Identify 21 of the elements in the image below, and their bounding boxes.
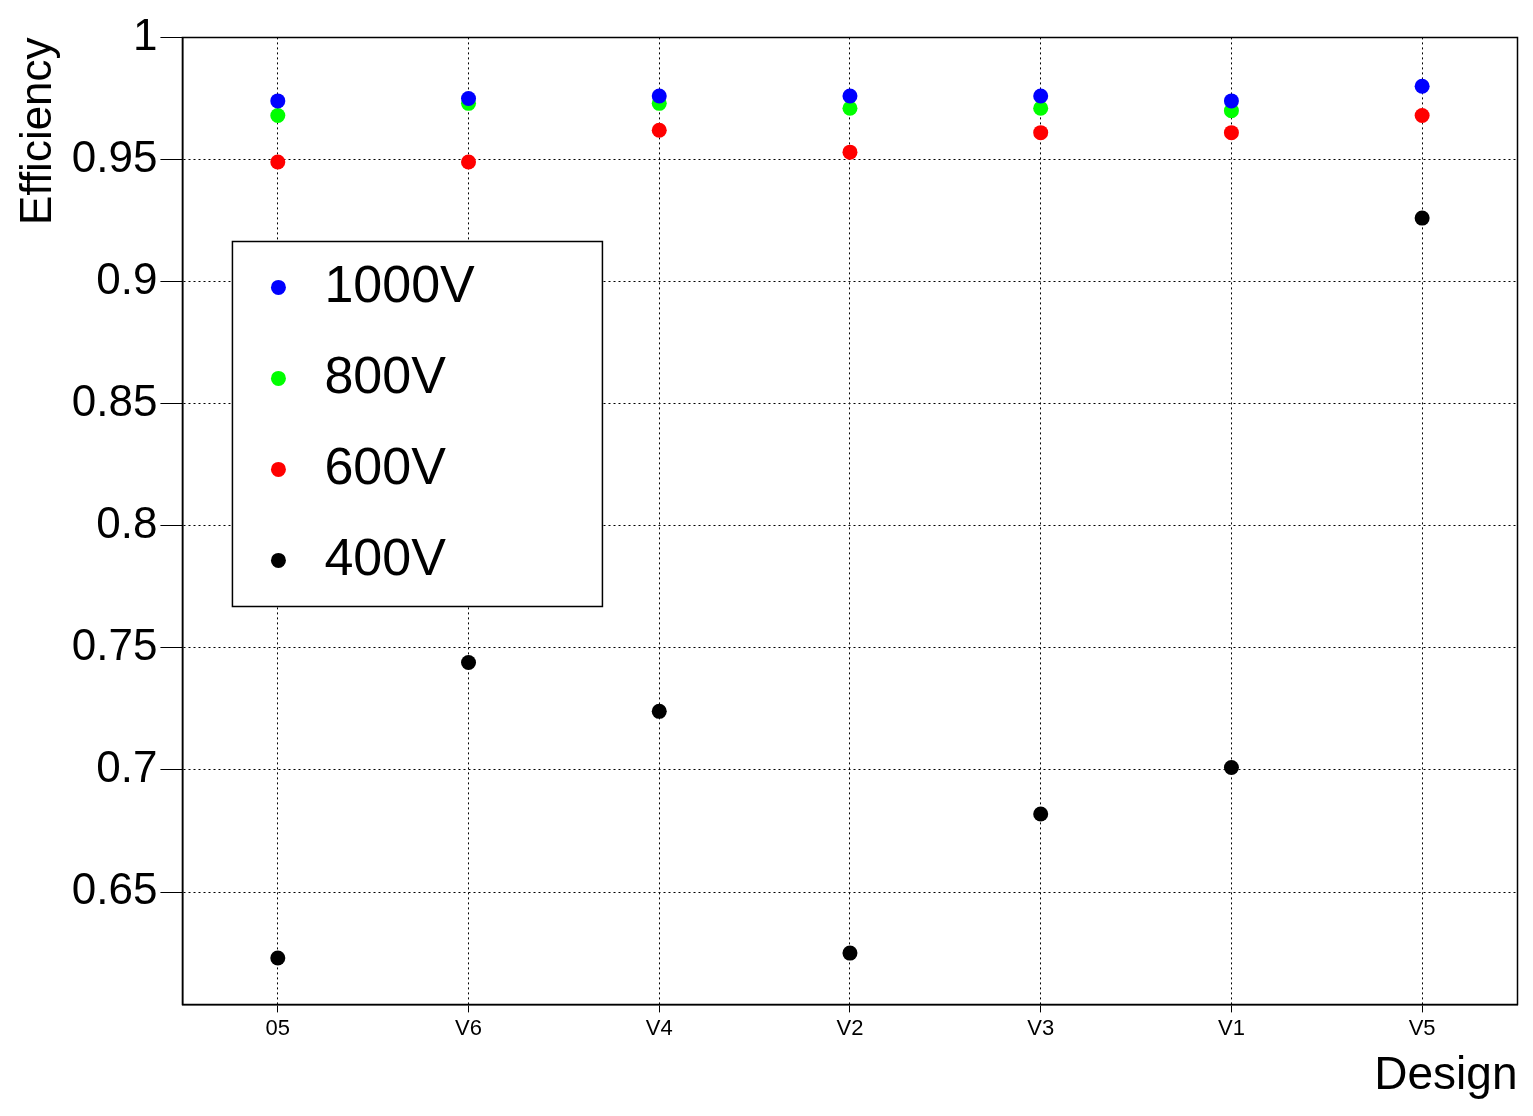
legend-label: 1000V: [324, 254, 476, 313]
x-tick-label: V4: [645, 1014, 673, 1040]
y-tick-label: 0.8: [96, 497, 158, 547]
y-tick-label: 0.9: [96, 253, 158, 303]
x-tick-label: V5: [1408, 1014, 1436, 1040]
x-tick-label: V2: [836, 1014, 864, 1040]
legend-label: 600V: [324, 436, 447, 495]
x-tick-label: V3: [1027, 1014, 1055, 1040]
x-axis-title: Design: [1374, 1047, 1518, 1100]
y-tick-label: 0.85: [71, 375, 158, 425]
x-tick-label: V6: [455, 1014, 482, 1040]
y-tick-label: 0.7: [96, 742, 158, 792]
y-axis-title: Efficiency: [10, 37, 60, 225]
legend-label: 800V: [324, 345, 447, 404]
y-tick-label: 0.95: [71, 131, 158, 181]
x-tick-label: 05: [265, 1014, 291, 1040]
x-tick-label: V1: [1217, 1014, 1245, 1040]
legend-label: 400V: [324, 527, 447, 586]
y-tick-label: 0.75: [71, 620, 158, 670]
y-tick-label: 0.65: [71, 864, 158, 914]
y-tick-label: 1: [132, 9, 158, 59]
